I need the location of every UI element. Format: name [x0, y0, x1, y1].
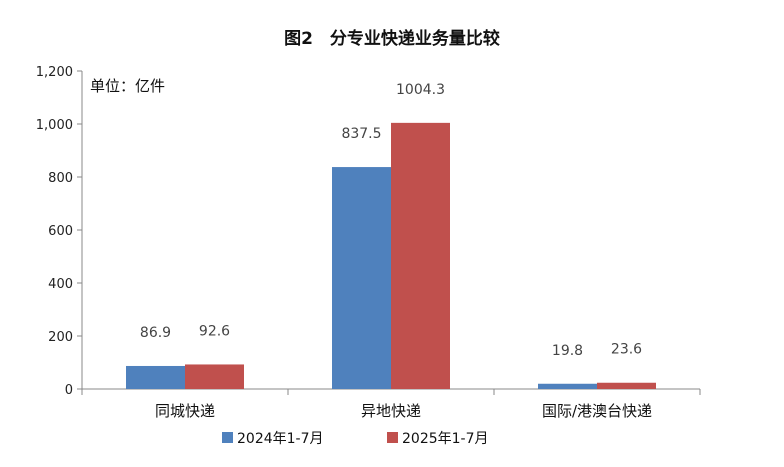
bar: [597, 382, 656, 389]
legend-label: 2024年1-7月: [237, 431, 324, 447]
y-tick-label: 0: [65, 383, 73, 398]
data-label: 1004.3: [396, 82, 445, 98]
bar: [332, 167, 391, 389]
data-label: 19.8: [552, 343, 583, 359]
x-category-label: 国际/港澳台快递: [542, 402, 652, 420]
x-category-label: 异地快递: [361, 402, 421, 420]
data-label: 92.6: [199, 323, 230, 339]
y-tick-label: 200: [48, 330, 73, 345]
bar: [185, 364, 244, 389]
data-labels-group: 86.9 92.6 837.5 1004.3 19.8 23.6: [140, 82, 642, 359]
bar: [126, 365, 185, 389]
y-tick-label: 400: [48, 277, 73, 292]
bar: [391, 122, 450, 389]
y-axis-ticks: 0 200 400 600 800 1,000 1,200: [36, 65, 82, 398]
data-label: 86.9: [140, 325, 171, 341]
y-tick-label: 600: [48, 224, 73, 239]
bar: [538, 383, 597, 389]
y-tick-label: 1,000: [36, 118, 73, 133]
chart-title: 图2 分专业快递业务量比较: [284, 28, 500, 49]
data-label: 23.6: [611, 342, 642, 358]
unit-label: 单位：亿件: [90, 77, 165, 95]
legend-swatch: [387, 432, 398, 443]
x-category-label: 同城快递: [155, 402, 215, 420]
legend-swatch: [222, 432, 233, 443]
y-tick-label: 1,200: [36, 65, 73, 80]
legend-label: 2025年1-7月: [402, 431, 489, 447]
data-label: 837.5: [341, 126, 381, 142]
x-axis-categories: 同城快递 异地快递 国际/港澳台快递: [81, 389, 701, 420]
bars-group: [126, 122, 656, 389]
legend: 2024年1-7月 2025年1-7月: [222, 431, 489, 447]
y-tick-label: 800: [48, 171, 73, 186]
